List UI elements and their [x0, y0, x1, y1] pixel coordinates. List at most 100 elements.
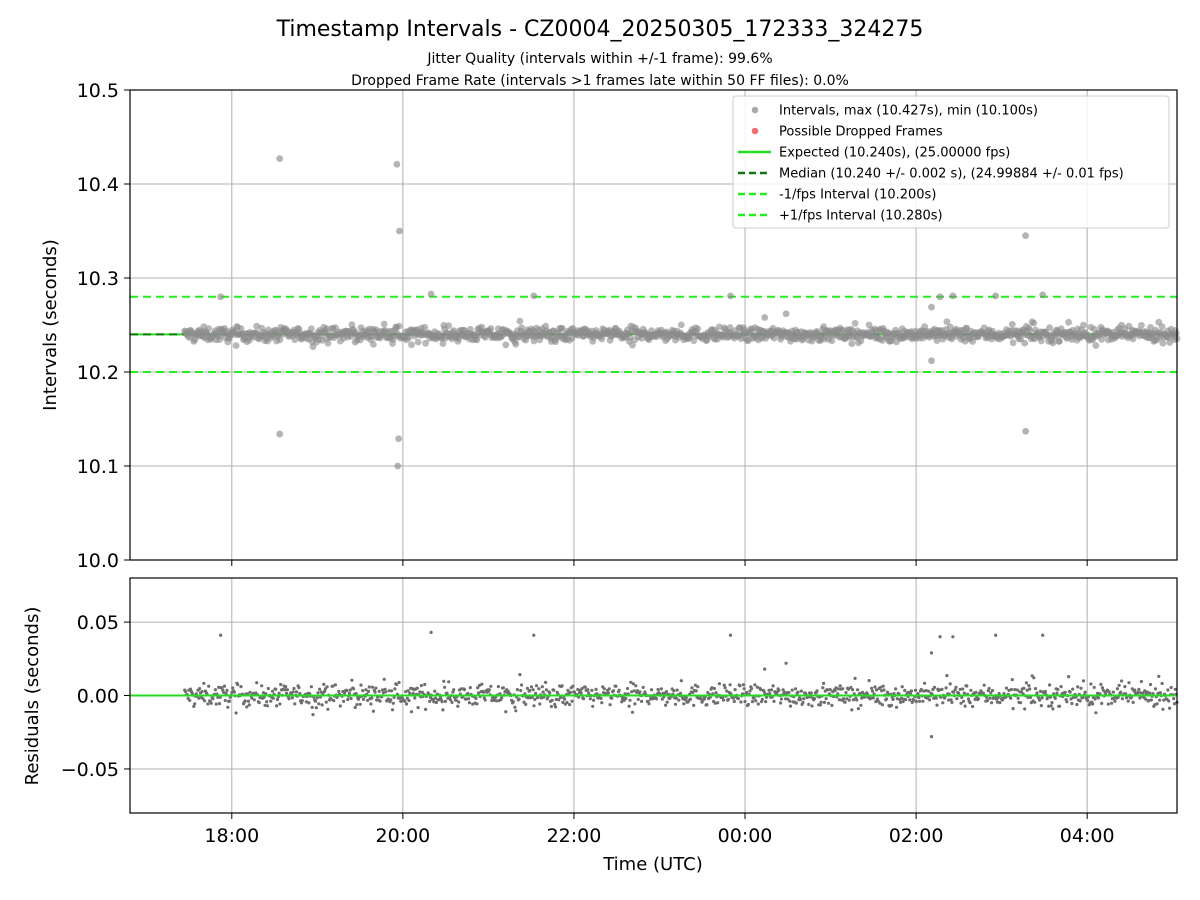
- residual-point: [606, 691, 611, 695]
- residual-point: [1009, 687, 1014, 692]
- residual-point: [953, 688, 957, 692]
- residual-point: [441, 708, 445, 712]
- residual-point: [1096, 696, 1100, 700]
- residual-point: [1038, 689, 1043, 694]
- interval-point: [439, 340, 447, 347]
- residual-point: [454, 698, 458, 702]
- residual-point: [904, 698, 908, 702]
- residual-point: [688, 697, 693, 701]
- interval-point: [518, 324, 525, 332]
- residual-point: [513, 705, 517, 709]
- residual-point: [399, 699, 403, 704]
- residual-point: [338, 704, 342, 708]
- residual-point: [827, 701, 831, 705]
- residual-point: [960, 695, 964, 700]
- residual-point: [271, 696, 275, 700]
- residual-point: [390, 708, 395, 712]
- residual-point: [643, 690, 647, 694]
- interval-point: [445, 322, 453, 330]
- residual-point: [884, 697, 889, 701]
- residual-point: [692, 703, 696, 708]
- residual-point: [945, 674, 949, 678]
- residual-point: [539, 696, 544, 700]
- residual-point: [565, 700, 569, 705]
- residual-point: [894, 705, 899, 709]
- residual-point: [511, 700, 515, 704]
- residual-point: [389, 698, 393, 702]
- residual-point: [702, 697, 707, 701]
- residual-point: [732, 699, 736, 704]
- residual-point: [207, 684, 211, 688]
- residual-point: [298, 691, 302, 696]
- interval-point: [1158, 323, 1166, 331]
- residual-outlier-point: [951, 635, 955, 639]
- residual-point: [1123, 685, 1127, 689]
- residual-point: [922, 689, 926, 693]
- residual-point: [971, 704, 975, 709]
- residual-point: [634, 684, 638, 688]
- residual-outlier-point: [929, 735, 934, 739]
- interval-point: [690, 337, 698, 345]
- residual-point: [193, 702, 197, 706]
- x-tick-label: 20:00: [375, 825, 430, 847]
- residual-point: [1040, 696, 1044, 700]
- residual-point: [602, 687, 606, 691]
- interval-outlier-point: [394, 462, 402, 470]
- residual-point: [266, 686, 270, 691]
- residual-point: [843, 700, 847, 704]
- residual-point: [294, 690, 299, 694]
- residual-point: [824, 697, 828, 701]
- residual-point: [673, 702, 678, 706]
- residual-point: [962, 691, 966, 695]
- residual-point: [1117, 683, 1121, 688]
- residual-point: [950, 700, 954, 705]
- interval-point: [946, 323, 954, 331]
- residual-point: [982, 683, 986, 687]
- interval-outlier-point: [393, 160, 401, 168]
- residual-point: [635, 689, 640, 693]
- residual-point: [733, 688, 737, 692]
- interval-point: [1065, 318, 1072, 326]
- residual-point: [370, 696, 374, 700]
- residual-point: [1027, 684, 1031, 688]
- subtitle-jitter-quality: Jitter Quality (intervals within +/-1 fr…: [426, 51, 772, 67]
- residual-point: [445, 691, 449, 695]
- residual-point: [628, 698, 632, 702]
- residual-point: [257, 701, 261, 705]
- residual-point: [853, 676, 857, 681]
- residual-point: [366, 698, 370, 703]
- residual-point: [456, 704, 460, 708]
- residual-point: [894, 687, 898, 691]
- residual-point: [355, 703, 359, 707]
- interval-point: [1092, 342, 1100, 349]
- residual-point: [856, 707, 861, 711]
- residual-point: [495, 699, 499, 703]
- residual-point: [750, 700, 755, 704]
- residual-point: [371, 709, 375, 713]
- residual-point: [317, 702, 321, 706]
- legend-marker: [751, 106, 759, 114]
- residual-point: [660, 697, 664, 701]
- residual-point: [963, 704, 967, 708]
- residual-point: [1158, 698, 1162, 702]
- residual-point: [1033, 687, 1038, 691]
- residual-point: [851, 688, 855, 692]
- residual-point: [406, 689, 410, 693]
- residual-point: [755, 685, 760, 689]
- residual-point: [912, 698, 916, 702]
- residual-point: [448, 698, 452, 702]
- residual-point: [188, 687, 193, 691]
- residual-point: [226, 705, 230, 709]
- interval-outlier-point: [761, 314, 769, 321]
- residual-point: [965, 684, 969, 688]
- top-y-axis-label: Intervals (seconds): [40, 239, 61, 411]
- residual-point: [311, 713, 315, 717]
- interval-point: [323, 325, 331, 333]
- residual-point: [342, 699, 346, 704]
- residual-point: [610, 696, 614, 700]
- residual-point: [1081, 696, 1085, 700]
- residual-point: [532, 704, 536, 708]
- residual-point: [998, 701, 1002, 705]
- residual-point: [633, 702, 637, 706]
- residual-point: [428, 699, 432, 704]
